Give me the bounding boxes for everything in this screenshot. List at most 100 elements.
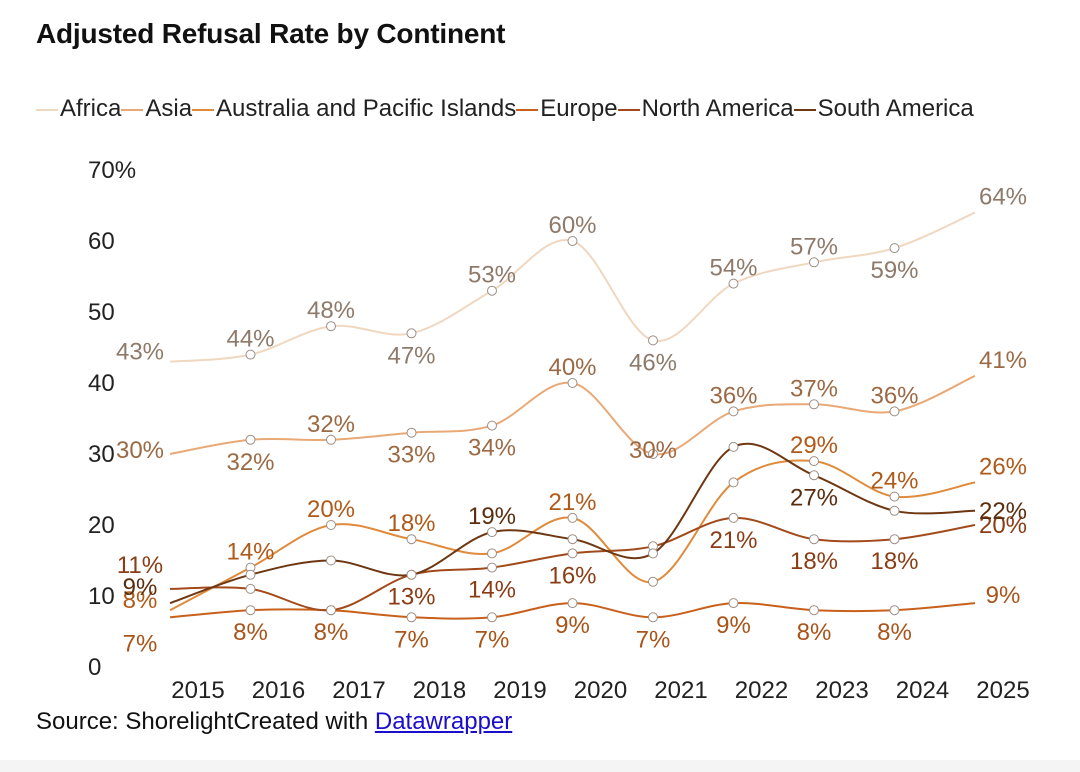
data-point <box>809 470 819 481</box>
x-tick-label: 2022 <box>735 677 788 704</box>
data-point <box>567 548 578 559</box>
x-tick-label: 2023 <box>815 677 868 704</box>
data-point <box>245 569 256 580</box>
data-point <box>728 477 739 488</box>
data-label: 41% <box>979 347 1027 374</box>
data-label: 21% <box>709 527 757 554</box>
x-tick-label: 2015 <box>171 677 224 704</box>
data-label: 53% <box>468 262 516 289</box>
x-tick-label: 2018 <box>413 677 466 704</box>
data-label: 40% <box>548 354 596 381</box>
chart-legend: Africa Asia Australia and Pacific Islands E… <box>36 92 996 126</box>
data-label: 11% <box>117 552 163 579</box>
data-point <box>326 555 336 566</box>
data-label: 9% <box>123 574 158 601</box>
data-label: 32% <box>307 411 355 438</box>
y-tick-label: 50 <box>88 299 115 326</box>
data-point <box>406 612 417 623</box>
data-label: 36% <box>709 382 757 409</box>
data-label: 18% <box>790 548 838 575</box>
data-point <box>326 605 336 616</box>
data-point <box>567 378 578 388</box>
data-point <box>809 257 819 268</box>
data-label: 22% <box>979 498 1027 525</box>
data-point <box>728 406 739 417</box>
data-point <box>245 434 256 445</box>
data-point <box>487 612 497 623</box>
data-point <box>648 612 658 623</box>
data-point <box>245 583 256 594</box>
data-label: 9% <box>555 612 590 639</box>
datawrapper-link[interactable]: Datawrapper <box>374 708 513 735</box>
data-point <box>406 569 417 580</box>
data-label: 20% <box>979 512 1027 539</box>
data-label: 46% <box>629 349 677 376</box>
data-label: 14% <box>226 539 274 566</box>
data-point <box>728 598 739 609</box>
legend-swatch <box>793 108 816 111</box>
data-label: 47% <box>387 342 435 369</box>
data-label: 8% <box>314 619 349 646</box>
data-label: 43% <box>116 339 164 366</box>
legend-item: North America <box>617 95 794 122</box>
data-labels: 43% 44% 48% 47% 53% 60% 46% 54% 57% 59% 64% 30% 32% 3… <box>116 184 1027 658</box>
data-point <box>648 548 658 559</box>
data-point <box>567 598 578 609</box>
y-tick-label: 30 <box>88 441 115 468</box>
data-point <box>809 605 819 616</box>
x-tick-label: 2019 <box>493 677 546 704</box>
data-point <box>889 243 900 254</box>
data-label: 26% <box>979 453 1027 480</box>
legend-item: Asia <box>121 95 192 122</box>
data-point <box>889 605 900 616</box>
created-with-text: Created with <box>233 708 375 735</box>
x-tick-label: 2020 <box>574 677 627 704</box>
x-tick-label: 2016 <box>252 677 305 704</box>
legend-swatch <box>36 108 58 111</box>
data-label: 7% <box>394 626 429 653</box>
data-label: 21% <box>548 489 596 516</box>
data-label: 54% <box>709 255 757 282</box>
data-label: 13% <box>387 584 435 611</box>
data-label: 18% <box>870 548 918 575</box>
legend-label: Europe <box>540 95 618 122</box>
data-label: 14% <box>468 577 516 604</box>
data-point <box>245 605 256 616</box>
y-tick-label: 70% <box>88 157 136 184</box>
data-label: 8% <box>233 619 268 646</box>
y-axis: 0 10 20 30 40 50 60 70% <box>88 157 136 681</box>
data-point <box>326 321 336 332</box>
x-tick-label: 2021 <box>654 677 707 704</box>
y-tick-label: 0 <box>88 654 101 681</box>
data-point <box>889 406 900 417</box>
bottom-strip <box>0 760 1080 772</box>
legend-label: Africa <box>60 95 122 122</box>
data-label: 32% <box>226 449 274 476</box>
data-point <box>809 399 819 410</box>
legend-item: South America <box>793 95 974 122</box>
data-label: 8% <box>877 619 912 646</box>
data-label: 48% <box>307 297 355 324</box>
legend-label: Australia and Pacific Islands <box>216 95 517 122</box>
data-point <box>889 534 900 545</box>
data-label: 7% <box>475 626 510 653</box>
data-point <box>487 562 497 573</box>
data-label: 20% <box>307 496 355 523</box>
legend-item: Africa <box>36 95 121 122</box>
data-point <box>648 449 658 459</box>
legend-label: North America <box>641 95 794 122</box>
data-label: 30% <box>629 437 677 464</box>
data-label: 60% <box>548 212 596 239</box>
legend-swatch <box>121 108 144 111</box>
x-axis: 2015 2016 2017 2018 2019 2020 2021 2022 2023 2024… <box>171 677 1029 704</box>
data-point <box>567 236 578 246</box>
data-point <box>487 420 497 431</box>
legend-item: Australia and Pacific Islands <box>192 95 516 122</box>
data-label: 9% <box>986 582 1021 609</box>
data-label: 18% <box>387 510 435 537</box>
data-label: 57% <box>790 233 838 260</box>
data-point <box>567 512 578 523</box>
y-tick-label: 40 <box>88 370 115 397</box>
data-point <box>648 335 658 346</box>
data-label: 24% <box>870 468 918 495</box>
